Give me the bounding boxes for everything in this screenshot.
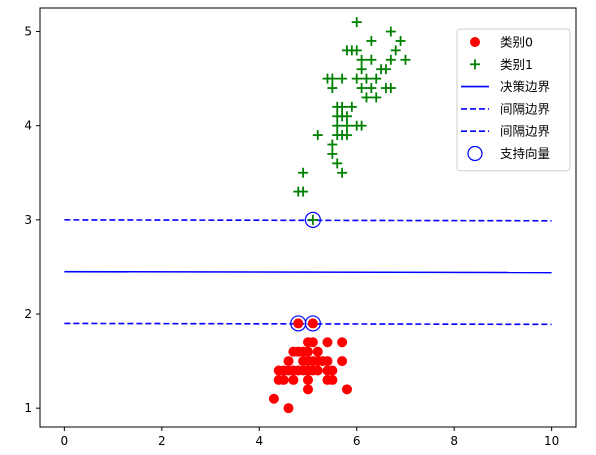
y-tick-label: 4 [24,119,32,133]
support-vectors-layer [290,211,321,332]
y-tick-label: 3 [24,213,32,227]
class1-point [361,73,372,84]
x-tick-label: 8 [450,434,458,448]
class1-point [366,35,377,46]
class0-point [288,374,299,385]
class1-point [390,45,401,56]
class1-point [327,73,338,84]
legend-label: 间隔边界 [500,101,551,116]
class0-point [322,365,333,376]
legend-item: 间隔边界 [461,101,551,116]
class1-point [356,120,367,131]
x-tick-label: 2 [158,434,166,448]
class0-point [303,374,313,385]
class1-point [332,120,343,131]
x-tick-label: 10 [544,434,559,448]
class1-point [380,64,391,75]
support-vector-marker [304,211,321,228]
boundary-lines-layer [64,219,552,326]
legend-item: 决策边界 [461,79,551,94]
legend-label: 支持向量 [500,146,550,161]
y-tick-label: 5 [24,25,32,39]
class0-point [322,356,333,367]
class1-point [332,158,343,169]
class1-point [341,111,352,122]
class1-point [366,83,377,94]
class0-point [307,337,318,348]
legend-item: 支持向量 [467,145,550,162]
class0-point [312,346,323,357]
class0-point [303,384,313,395]
class0-point [312,365,323,376]
x-tick-label: 6 [353,434,361,448]
class0-point [337,337,348,348]
class1-point [371,73,382,84]
class0-point [341,384,352,395]
class0-point [283,403,294,414]
class0-point [337,356,348,367]
class0-point [268,393,279,404]
class1-point [337,101,348,112]
y-tick-label: 2 [24,307,32,321]
class0-point [327,374,338,385]
legend-swatch [470,59,480,70]
legend-item: 类别1 [470,57,533,72]
class1-point [385,83,396,94]
y-tick-label: 1 [24,401,32,415]
legend-swatch [467,145,483,162]
class1-point [298,186,309,197]
legend-label: 间隔边界 [500,124,551,139]
class1-point [371,92,382,103]
class1-point [385,26,396,37]
class0-points-layer [268,318,352,414]
legend-swatch [470,37,480,47]
class1-point [337,73,348,84]
class0-point [298,346,309,357]
class1-point [312,130,323,141]
legend-label: 类别0 [500,35,533,50]
x-tick-label: 0 [61,434,69,448]
class1-point [341,120,352,131]
class1-points-layer [293,17,411,225]
class1-point [385,54,396,65]
class0-point [283,356,294,367]
decision-boundary-line [64,270,552,274]
class1-point [356,54,367,65]
legend-label: 决策边界 [500,79,551,94]
class1-point [327,148,338,159]
class1-point [351,45,362,56]
class0-point [307,318,318,329]
class1-point [327,83,338,94]
legend-item: 类别0 [470,35,533,50]
class0-point [283,365,294,376]
class1-point [298,167,309,178]
class1-point [356,64,367,75]
support-vector-marker [304,315,321,332]
legend-label: 类别1 [500,57,533,72]
class1-point [361,92,372,103]
class1-point [400,54,411,65]
class1-point [307,214,318,225]
plot-area-frame [39,7,577,428]
legend-item: 间隔边界 [461,124,551,139]
class0-point [322,337,333,348]
class1-point [351,73,362,84]
class1-point [337,130,348,141]
class0-point [293,318,304,329]
x-tick-label: 4 [255,434,263,448]
class1-point [337,167,348,178]
class0-point [278,374,289,385]
class1-point [366,54,377,65]
class1-point [356,83,367,94]
class1-point [395,35,406,46]
legend-box [456,28,571,172]
class1-point [346,101,357,112]
class1-point [327,139,338,150]
class1-point [351,17,362,28]
